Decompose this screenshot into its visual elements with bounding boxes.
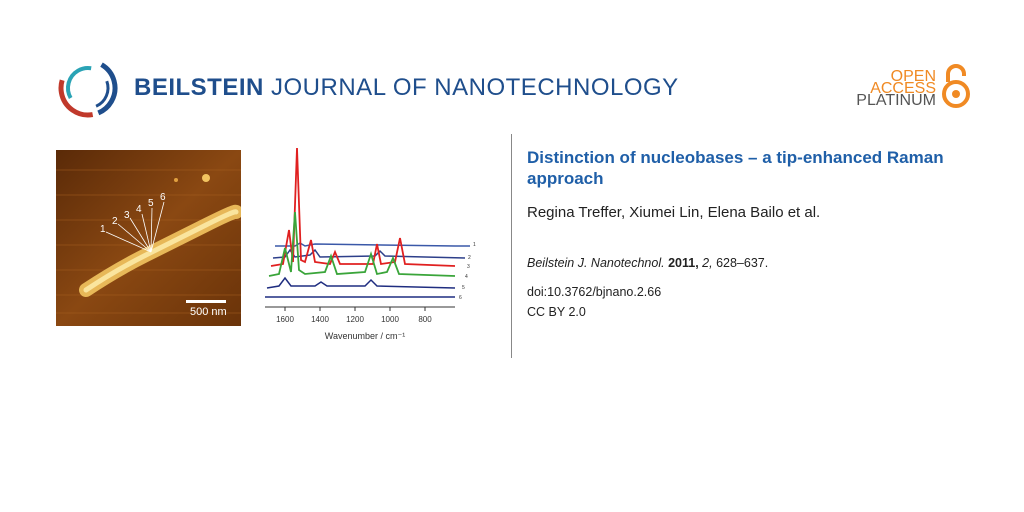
article-title[interactable]: Distinction of nucleobases – a tip-enhan… bbox=[527, 148, 944, 188]
open-lock-icon bbox=[942, 64, 970, 108]
scale-bar-label: 500 nm bbox=[190, 306, 227, 318]
spectrum-3 bbox=[270, 147, 456, 267]
series-label: 3 bbox=[467, 264, 470, 270]
tick-label: 1200 bbox=[346, 315, 364, 324]
spectrum-1 bbox=[275, 242, 470, 247]
journal-abbrev: Beilstein J. Nanotechnol. bbox=[527, 256, 665, 270]
oa-open-label: OPEN bbox=[890, 68, 936, 85]
spectrum-4 bbox=[268, 211, 456, 277]
series-label: 1 bbox=[473, 242, 476, 248]
doi-link[interactable]: doi:10.3762/bjnano.2.66 bbox=[527, 285, 662, 299]
afm-point-label: 2 bbox=[112, 216, 118, 227]
citation-pages: 628–637. bbox=[716, 256, 769, 270]
journal-title[interactable]: BEILSTEIN JOURNAL OF NANOTECHNOLOGY bbox=[134, 74, 679, 102]
scale-bar bbox=[186, 300, 226, 303]
spectrum-5 bbox=[266, 276, 456, 289]
raman-spectra-plot: 1600 1400 1200 1000 800 Wavenumber / cm⁻… bbox=[265, 147, 476, 341]
beilstein-ring-logo-icon bbox=[58, 58, 118, 118]
afm-point-label: 6 bbox=[160, 192, 166, 203]
afm-point-label: 3 bbox=[124, 210, 130, 221]
citation-volume: 2, bbox=[702, 256, 713, 270]
citation: Beilstein J. Nanotechnol. 2011, 2, 628–6… bbox=[527, 256, 768, 270]
tick-label: 1000 bbox=[381, 315, 399, 324]
afm-point-label: 4 bbox=[136, 204, 142, 215]
tick-label: 800 bbox=[418, 315, 432, 324]
afm-image: 1 2 3 4 5 6 bbox=[56, 150, 241, 326]
tick-label: 1400 bbox=[311, 315, 329, 324]
x-axis-label: Wavenumber / cm⁻¹ bbox=[325, 331, 405, 341]
open-access-badge: OPEN ACCESS PLATINUM bbox=[856, 64, 970, 114]
afm-point-label: 1 bbox=[100, 224, 106, 235]
citation-year: 2011, bbox=[668, 256, 699, 270]
series-label: 4 bbox=[465, 274, 468, 280]
series-label: 5 bbox=[462, 285, 465, 291]
divider bbox=[511, 134, 512, 358]
oa-access-label: ACCESS bbox=[870, 80, 936, 97]
license-label[interactable]: CC BY 2.0 bbox=[527, 305, 586, 319]
afm-point-label: 5 bbox=[148, 198, 154, 209]
article-authors: Regina Treffer, Xiumei Lin, Elena Bailo … bbox=[527, 204, 821, 221]
journal-name: JOURNAL OF NANOTECHNOLOGY bbox=[271, 74, 679, 101]
series-label: 6 bbox=[459, 295, 462, 301]
oa-platinum-label: PLATINUM bbox=[856, 92, 936, 109]
journal-brand: BEILSTEIN bbox=[134, 74, 264, 101]
spectrum-2 bbox=[272, 248, 466, 259]
series-label: 2 bbox=[468, 255, 471, 261]
tick-label: 1600 bbox=[276, 315, 294, 324]
